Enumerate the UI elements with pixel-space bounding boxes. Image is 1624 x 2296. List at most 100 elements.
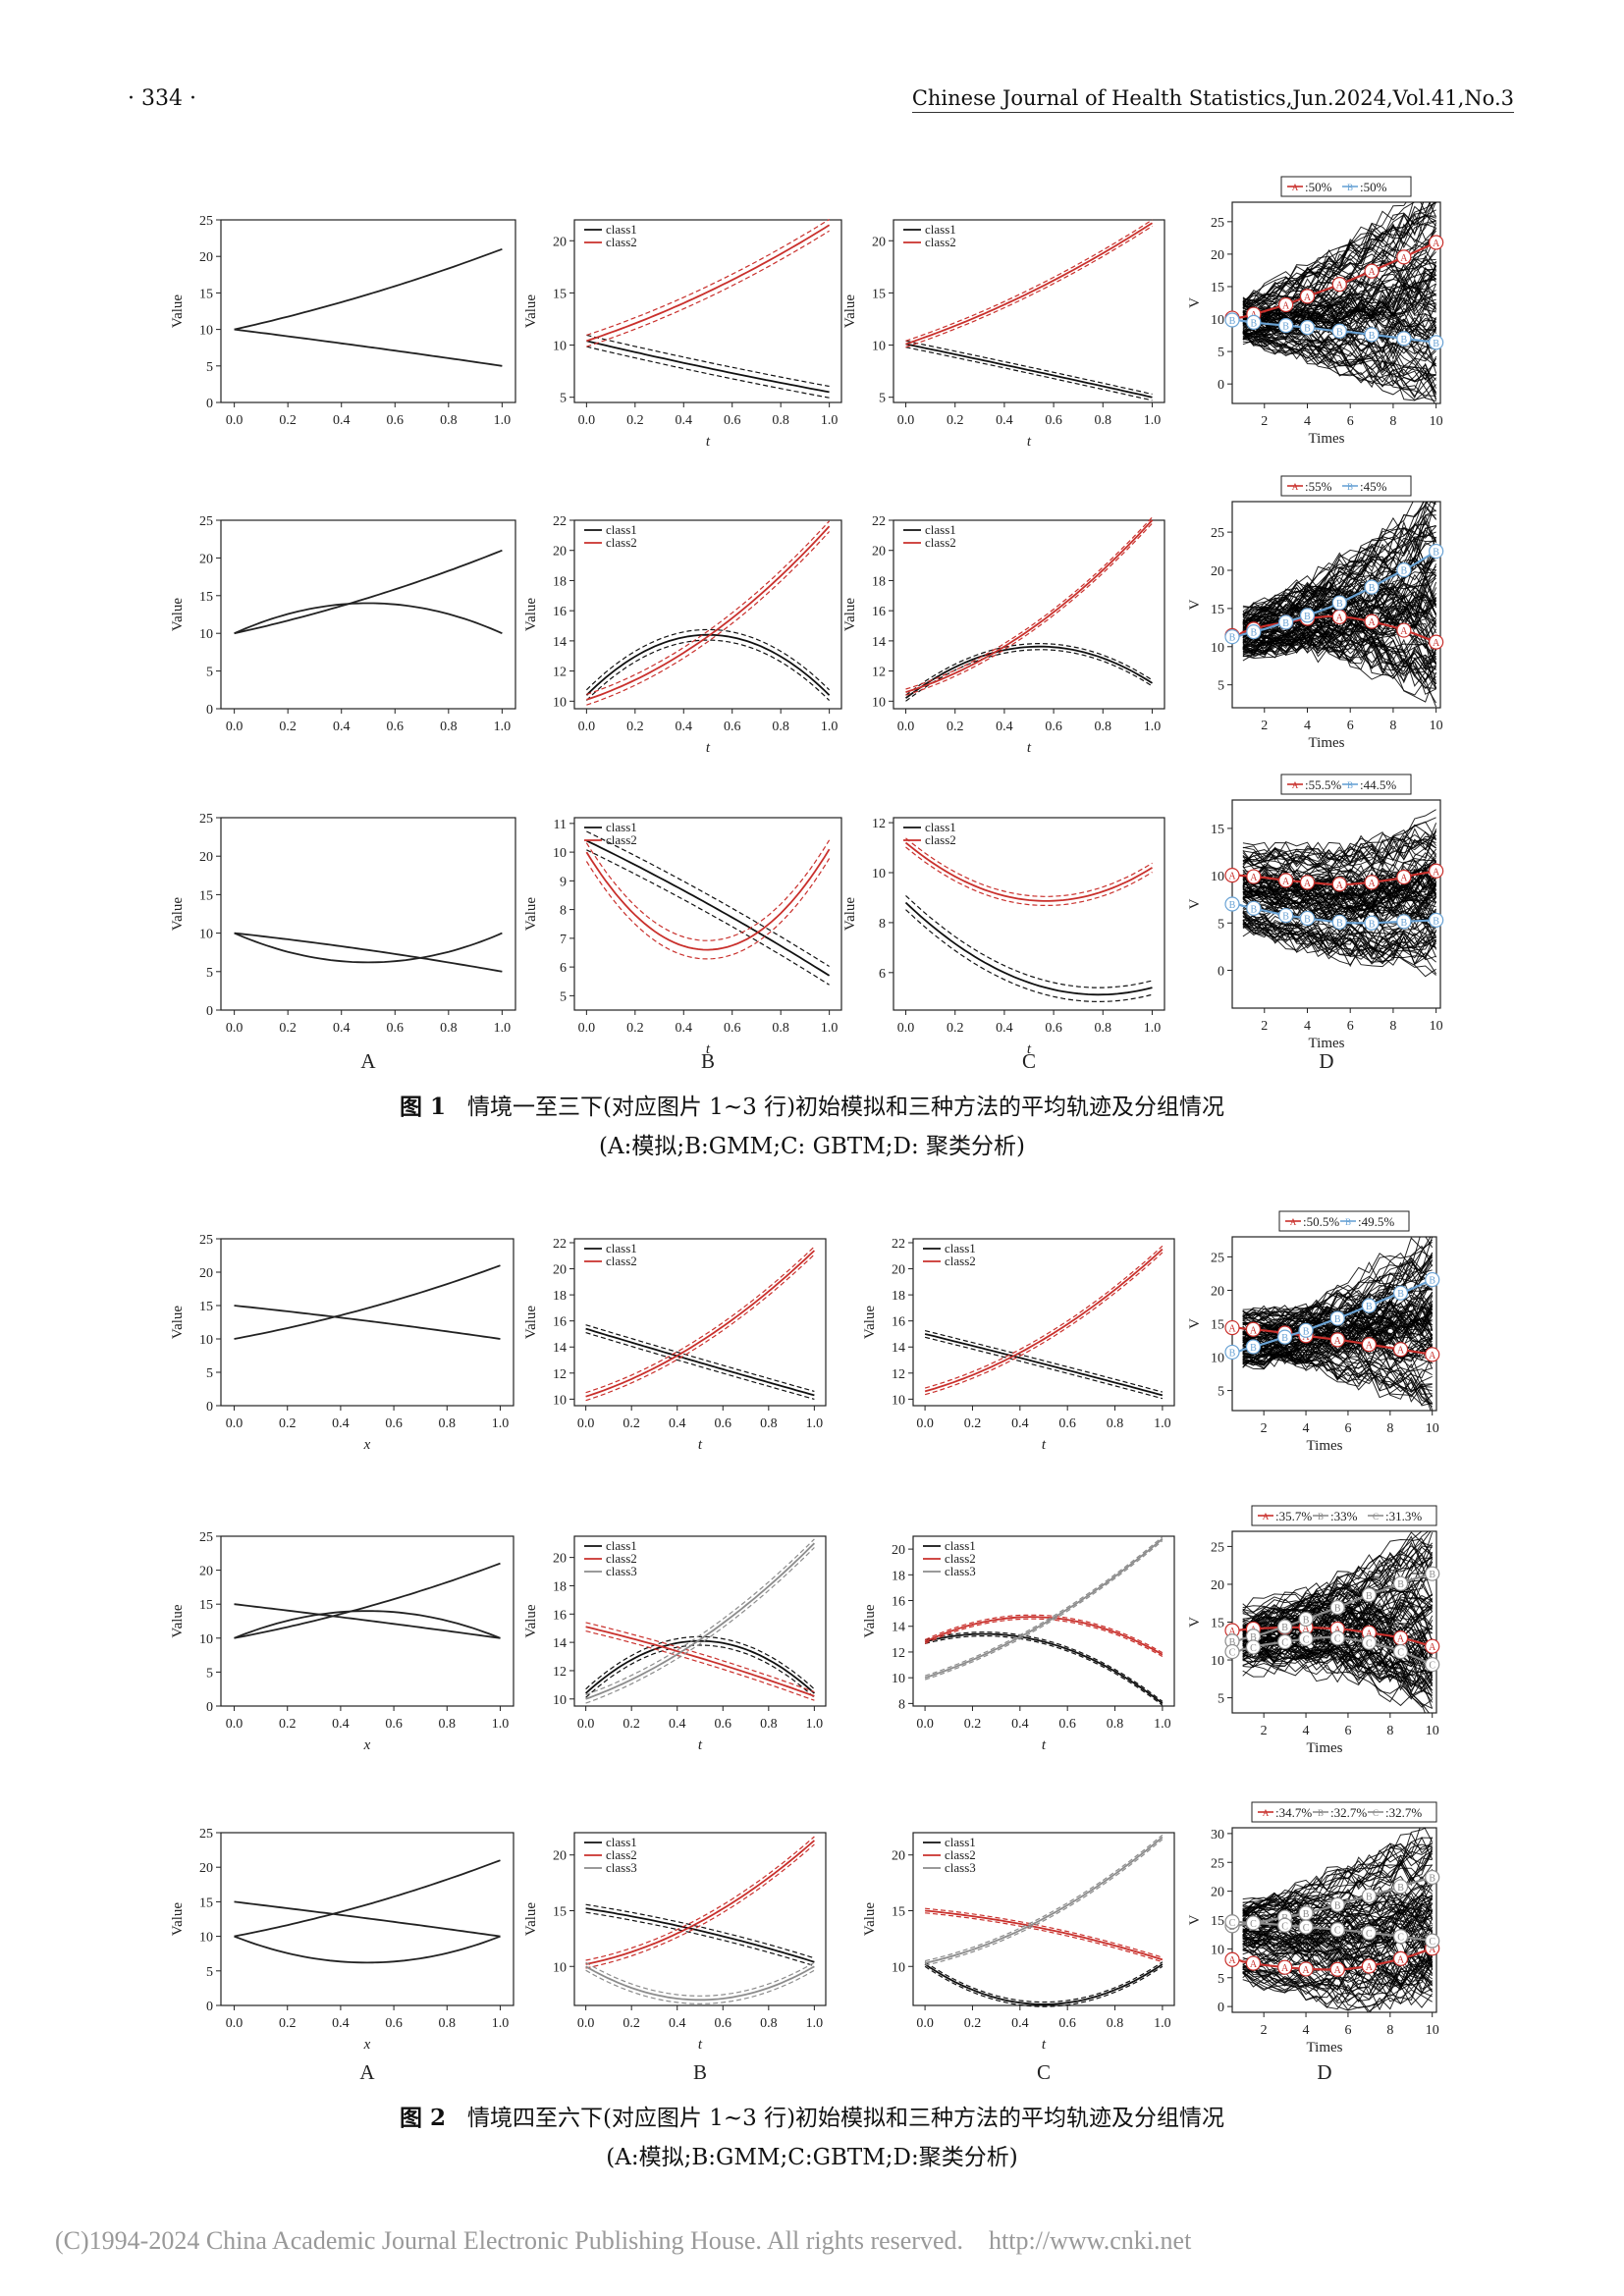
- fig2-row3-panel-c-frame: [912, 1832, 1175, 2006]
- fig2-row2-panel-a-series-line1: [234, 1562, 501, 1639]
- fig2-row2-panel-d-cluster-C-marker-label: C: [1334, 1634, 1341, 1645]
- fig1-row3-panel-d-trajectory: [1242, 860, 1437, 896]
- fig1-row2-panel-d-legend-letter: B: [1347, 482, 1353, 492]
- cnki-url[interactable]: http://www.cnki.net: [989, 2226, 1192, 2255]
- fig1-row2-panel-d-trajectory: [1242, 576, 1437, 622]
- fig2-row3-panel-d-legend-letter: A: [1263, 1808, 1270, 1818]
- fig1-row2-panel-a-ytick-label: 0: [206, 703, 213, 718]
- fig1-row3-panel-d-cluster-A-marker-label: A: [1433, 867, 1440, 878]
- fig1-row2-panel-b-ytick-label: 18: [553, 574, 567, 589]
- fig2-row3-panel-b-ytick-label: 15: [553, 1904, 567, 1919]
- fig1-row2-panel-a-series-line1: [234, 549, 503, 635]
- fig1-row1-panel-d-cluster-A-marker: [1331, 277, 1347, 293]
- fig1-row1-panel-d-trajectory: [1242, 202, 1414, 305]
- fig1-row2-panel-a-ylabel: Value: [170, 598, 186, 631]
- fig1-row2-panel-c-ytick-label: 22: [872, 514, 886, 529]
- fig2-row2-panel-d-cluster-B-marker-label: B: [1366, 1591, 1373, 1602]
- fig1-row1-panel-c-series-class2: [905, 222, 1153, 346]
- fig1-row3-panel-a-ytick-label: 5: [206, 966, 213, 981]
- fig1-row1-panel-d-cluster-B-marker-label: B: [1336, 327, 1343, 338]
- figure-2-caption: 图 2 情境四至六下(对应图片 1~3 行)初始模拟和三种方法的平均轨迹及分组情况…: [0, 2099, 1624, 2177]
- fig1-row1-panel-b-ytick-label: 20: [553, 235, 567, 249]
- fig1-row2-panel-a-xtick-label: 0.0: [226, 720, 244, 734]
- fig1-row3-panel-d-cluster-A-marker: [1224, 868, 1240, 883]
- fig2-row3-panel-d-trajectory: [1242, 1894, 1433, 1939]
- fig2-row3-panel-d-cluster-C-marker: [1329, 1922, 1345, 1938]
- fig2-row1-panel-a-xlabel: x: [363, 1437, 371, 1453]
- fig2-row3-panel-a-ytick-label: 15: [199, 1896, 213, 1910]
- fig2-row1-panel-b-series-class1: [585, 1327, 815, 1397]
- fig2-row2-panel-b-series-class3: [585, 1542, 816, 1700]
- fig1-row2-panel-d-legend-letter: A: [1292, 482, 1299, 492]
- fig1-row3-panel-a-ytick-label: 10: [199, 928, 213, 942]
- fig1-row1-panel-d-trajectory: [1242, 264, 1436, 333]
- fig2-row2-panel-d-xtick-label: 2: [1261, 1724, 1268, 1738]
- fig1-row1-panel-d-cluster-B-marker-label: B: [1304, 324, 1311, 335]
- fig2-row3-panel-b-legend-class2: class2: [606, 1847, 637, 1862]
- fig1-row1-panel-b-ytick-label: 10: [553, 340, 567, 354]
- fig2-row3-panel-c-series-class3: [924, 1836, 1164, 1964]
- fig2-row1-panel-d-cluster-B-marker: [1245, 1339, 1262, 1355]
- fig1-row1-panel-d: 0510152025246810AAAAAAAABBBBBBBBA:50%B:5…: [1187, 176, 1444, 447]
- fig2-row2-panel-d-cluster-B-marker: [1329, 1599, 1345, 1616]
- fig1-row3-panel-d-trajectory: [1242, 830, 1437, 874]
- fig2-row3-panel-d-legend-letter: C: [1373, 1808, 1379, 1818]
- fig1-row3-panel-a: 0 5 10 15 20 25 0.0 0.2 0.4 0.6 0.8 1.0 Value: [170, 812, 516, 1036]
- fig2-row3-panel-c-series-class3-lower: [924, 1839, 1164, 1966]
- fig1-row1-panel-d-cluster-B-marker-label: B: [1369, 331, 1376, 342]
- fig2-row1-panel-c-series-class2: [924, 1248, 1164, 1393]
- fig2-row3-panel-c-series-class1: [924, 1963, 1164, 2005]
- fig1-row1-panel-d-xtick-label: 8: [1389, 414, 1396, 429]
- fig1-row2-panel-d: 510152025246810AAAAAAAABBBBBBBBA:55%B:45…: [1187, 475, 1444, 751]
- fig1-row1-panel-c-series-class2-upper: [905, 219, 1153, 342]
- fig1-row3-panel-d-cluster-A-marker: [1396, 869, 1412, 885]
- fig1-row2-panel-a-xtick-label: 0.4: [333, 720, 351, 734]
- fig1-row3-panel-c-ylabel: Value: [842, 897, 858, 931]
- fig2-row2-panel-b-series-class1: [585, 1639, 815, 1694]
- fig1-row1-panel-d-cluster-A-marker: [1429, 235, 1444, 250]
- fig1-row1-panel-d-trajectory: [1242, 274, 1436, 336]
- fig1-row1-panel-b-frame: [573, 219, 842, 403]
- fig2-row3-panel-d-cluster-B-marker: [1361, 1888, 1377, 1903]
- fig2-row3-panel-b-ytick-label: 10: [553, 1960, 567, 1975]
- fig2-row1-panel-b-ytick-label: 12: [553, 1367, 567, 1382]
- fig1-row3-panel-b-ytick-label: 10: [553, 846, 567, 861]
- fig2-row2-panel-c-ytick-label: 14: [892, 1621, 905, 1635]
- fig1-row3-panel-d-cluster-A-marker-label: A: [1304, 879, 1312, 889]
- fig2-row3-panel-b-xtick-label: 0.6: [715, 2016, 732, 2031]
- fig1-row1-panel-d-cluster-B-marker: [1224, 312, 1240, 328]
- fig1-row3-panel-d-cluster-B-marker: [1364, 915, 1380, 931]
- fig2-row3-panel-d-cluster-C-marker: [1361, 1925, 1377, 1941]
- fig2-row1-panel-d-cluster-A-marker: [1245, 1321, 1262, 1337]
- fig1-row2-panel-d-trajectory: [1242, 502, 1436, 625]
- fig1-row1-panel-b-ytick-label: 15: [553, 287, 567, 301]
- fig2-row3-panel-d-xtick-label: 2: [1261, 2023, 1268, 2038]
- fig2-row1-panel-c-ytick-label: 18: [892, 1289, 905, 1304]
- figure-1-caption: 图 1 情境一至三下(对应图片 1~3 行)初始模拟和三种方法的平均轨迹及分组情况…: [0, 1088, 1624, 1166]
- fig2-row3-panel-c-xlabel: t: [1042, 2037, 1047, 2053]
- fig2-row2-panel-b-series-class3-lower: [585, 1547, 815, 1704]
- fig2-row1-panel-d-legend-text: :50.5%: [1303, 1214, 1339, 1229]
- fig2-row3-panel-d-cluster-A-marker: [1245, 1955, 1262, 1971]
- fig1-row2-panel-c-ytick-label: 18: [872, 574, 886, 589]
- fig2-row3-panel-d-trajectory: [1242, 1842, 1433, 1914]
- fig1-row2-panel-d-xtick-label: 8: [1389, 719, 1396, 733]
- fig2-row2-panel-a-xtick-label: 0.8: [439, 1717, 457, 1732]
- fig1-row3-panel-c-frame: [893, 817, 1165, 1011]
- fig2-row3-panel-b-xlabel: t: [698, 2037, 703, 2053]
- fig1-row3-panel-c-series-class1: [904, 901, 1153, 996]
- fig1-row3-panel-d-cluster-B-marker-label: B: [1401, 918, 1408, 929]
- fig1-row2-panel-c-xtick-label: 0.0: [897, 720, 915, 734]
- fig2-row1-panel-c: 10 12 14 16 18 20 22 0.0 0.2 0.4 0.6 0.8 1.0 Value t cl…: [862, 1237, 1175, 1453]
- fig1-row1-panel-d-trajectory: [1242, 336, 1437, 394]
- fig2-row1-panel-b-ytick-label: 20: [553, 1263, 567, 1278]
- fig2-row1-panel-d-trajectory: [1242, 1258, 1434, 1347]
- fig2-row1-panel-c-xtick-label: 0.2: [964, 1416, 982, 1431]
- fig1-row3-panel-b-series-class1-lower: [586, 849, 830, 986]
- fig2-row1-panel-d: 510152025246810AAAAAAAABBBBBBBBA:50.5%B:…: [1187, 1210, 1440, 1454]
- fig1-row1-panel-a-series-line2: [234, 328, 503, 367]
- fig2-row1-panel-b-xtick-label: 0.4: [669, 1416, 686, 1431]
- fig2-row2-panel-d-legend-text: :35.7%: [1275, 1509, 1312, 1523]
- fig2-row1-panel-d-ylabel: V: [1187, 1318, 1203, 1329]
